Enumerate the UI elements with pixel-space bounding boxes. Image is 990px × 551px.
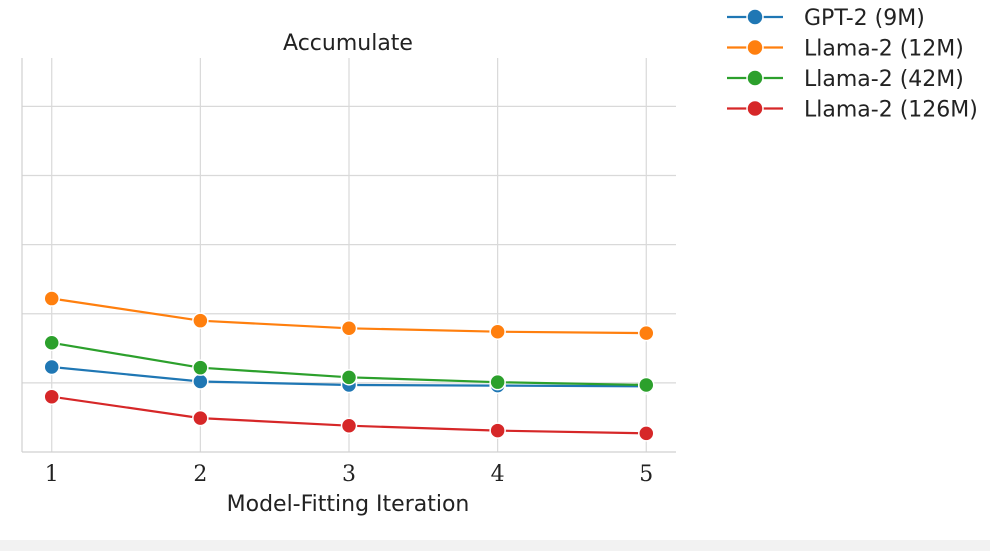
x-tick-labels: 1 2 3 4 5 bbox=[45, 462, 654, 487]
x-tick-label-2: 2 bbox=[193, 462, 207, 487]
chart-title: Accumulate bbox=[283, 31, 413, 56]
legend-item-4: Llama-2 (126M) bbox=[727, 98, 978, 123]
x-tick-label-3: 3 bbox=[342, 462, 356, 487]
legend-marker-1 bbox=[746, 8, 764, 26]
data-point-s1-x1 bbox=[43, 358, 60, 376]
data-point-s4-x4 bbox=[489, 422, 506, 439]
data-point-s3-x4 bbox=[489, 373, 506, 391]
legend-item-2: Llama-2 (12M) bbox=[727, 37, 964, 62]
data-point-s4-x3 bbox=[340, 417, 358, 434]
legend-label-2: Llama-2 (12M) bbox=[804, 37, 964, 62]
data-point-s3-x3 bbox=[340, 369, 358, 386]
data-point-s3-x1 bbox=[43, 334, 60, 352]
legend-label-1: GPT-2 (9M) bbox=[804, 6, 925, 31]
data-point-s2-x5 bbox=[638, 324, 655, 342]
data-point-s4-x1 bbox=[43, 388, 60, 405]
bottom-strip bbox=[0, 540, 990, 551]
legend-item-3: Llama-2 (42M) bbox=[727, 67, 964, 92]
legend-marker-3 bbox=[746, 69, 764, 87]
legend-label-3: Llama-2 (42M) bbox=[804, 67, 964, 92]
data-point-s2-x3 bbox=[340, 320, 358, 337]
data-point-s4-x2 bbox=[192, 409, 209, 427]
data-point-s2-x4 bbox=[489, 323, 506, 340]
data-point-s1-x2 bbox=[192, 373, 209, 390]
x-tick-label-4: 4 bbox=[491, 462, 505, 487]
axes bbox=[21, 58, 676, 453]
x-tick-label-5: 5 bbox=[639, 462, 653, 487]
x-axis-title: Model-Fitting Iteration bbox=[227, 492, 470, 517]
series-points bbox=[43, 290, 655, 442]
data-point-s2-x1 bbox=[43, 290, 60, 307]
legend-marker-2 bbox=[746, 38, 764, 57]
data-point-s2-x2 bbox=[192, 312, 209, 329]
data-point-s3-x2 bbox=[192, 359, 209, 376]
legend: GPT-2 (9M) Llama-2 (12M) Llama-2 (42M) Llam… bbox=[727, 6, 978, 123]
data-point-s3-x5 bbox=[638, 376, 655, 394]
data-point-s4-x5 bbox=[638, 425, 655, 442]
legend-marker-4 bbox=[746, 99, 764, 118]
legend-label-4: Llama-2 (126M) bbox=[804, 98, 978, 123]
legend-item-1: GPT-2 (9M) bbox=[727, 6, 925, 31]
x-tick-label-1: 1 bbox=[45, 462, 59, 487]
